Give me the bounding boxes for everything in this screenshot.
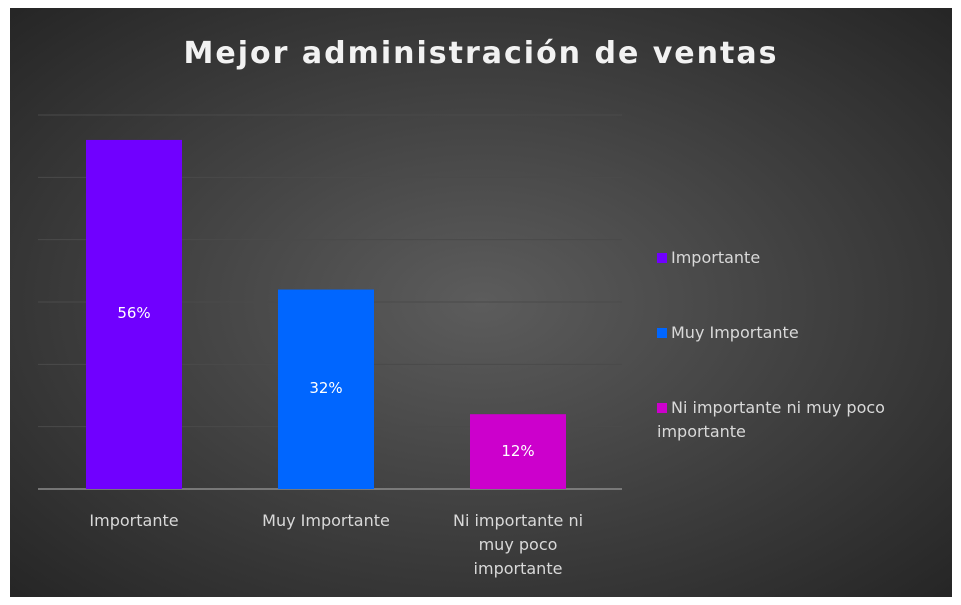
legend-item: Muy Importante	[657, 321, 937, 345]
legend-label: Ni importante ni muy poco importante	[657, 398, 885, 441]
legend-label: Importante	[671, 248, 761, 267]
bar	[278, 289, 374, 489]
legend-item: Importante	[657, 246, 937, 270]
data-label: 56%	[117, 304, 151, 323]
x-tick-label: Ni importante ni muy poco importante	[452, 511, 584, 578]
chart-title: Mejor administración de ventas	[183, 36, 779, 71]
bar	[86, 139, 182, 489]
legend-label: Muy Importante	[671, 323, 799, 342]
data-label: 12%	[501, 441, 535, 460]
x-tick-label: Importante	[89, 511, 179, 530]
legend-swatch	[657, 253, 667, 263]
bar	[470, 414, 566, 489]
legend-swatch	[657, 403, 667, 413]
legend-item: Ni importante ni muy poco importante	[657, 396, 937, 444]
legend-swatch	[657, 328, 667, 338]
x-tick-label: Muy Importante	[262, 511, 390, 530]
data-label: 32%	[309, 379, 343, 398]
